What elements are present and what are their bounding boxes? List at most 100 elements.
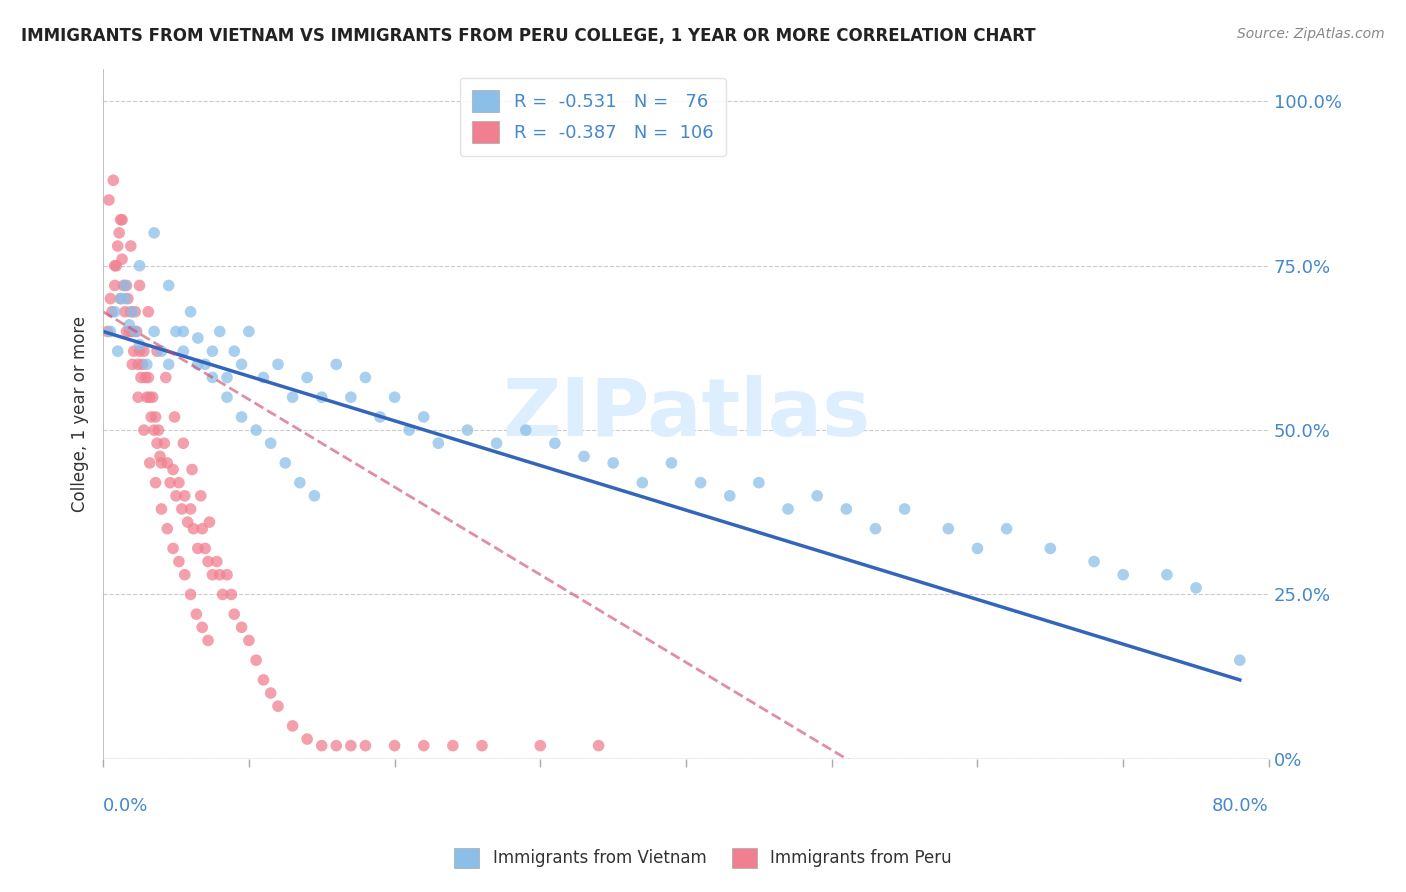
Point — [162, 462, 184, 476]
Point — [150, 456, 173, 470]
Point — [197, 633, 219, 648]
Point — [995, 522, 1018, 536]
Point — [128, 259, 150, 273]
Point — [311, 739, 333, 753]
Point — [118, 325, 141, 339]
Point — [631, 475, 654, 490]
Point — [295, 370, 318, 384]
Point — [115, 325, 138, 339]
Text: IMMIGRANTS FROM VIETNAM VS IMMIGRANTS FROM PERU COLLEGE, 1 YEAR OR MORE CORRELAT: IMMIGRANTS FROM VIETNAM VS IMMIGRANTS FR… — [21, 27, 1036, 45]
Point — [156, 522, 179, 536]
Point — [267, 357, 290, 371]
Point — [412, 739, 434, 753]
Point — [170, 502, 193, 516]
Point — [114, 292, 136, 306]
Point — [588, 739, 610, 753]
Point — [183, 522, 205, 536]
Text: 80.0%: 80.0% — [1212, 797, 1270, 814]
Point — [114, 278, 136, 293]
Point — [146, 344, 169, 359]
Point — [143, 325, 166, 339]
Point — [245, 653, 267, 667]
Point — [340, 390, 363, 404]
Point — [135, 357, 157, 371]
Point — [340, 739, 363, 753]
Point — [485, 436, 508, 450]
Point — [806, 489, 828, 503]
Point — [776, 502, 799, 516]
Point — [427, 436, 450, 450]
Point — [471, 739, 494, 753]
Point — [136, 370, 159, 384]
Point — [143, 226, 166, 240]
Point — [121, 357, 143, 371]
Point — [117, 292, 139, 306]
Point — [141, 409, 163, 424]
Point — [110, 292, 132, 306]
Text: ZIPatlas: ZIPatlas — [502, 375, 870, 452]
Point — [215, 370, 238, 384]
Point — [231, 357, 253, 371]
Point — [238, 325, 260, 339]
Point — [224, 607, 246, 622]
Point — [122, 344, 145, 359]
Point — [121, 325, 143, 339]
Point — [101, 305, 124, 319]
Point — [211, 587, 233, 601]
Point — [97, 193, 120, 207]
Point — [208, 325, 231, 339]
Point — [205, 555, 228, 569]
Point — [748, 475, 770, 490]
Point — [111, 212, 134, 227]
Text: 0.0%: 0.0% — [103, 797, 149, 814]
Point — [456, 423, 478, 437]
Point — [544, 436, 567, 450]
Point — [252, 673, 274, 687]
Point — [274, 456, 297, 470]
Point — [197, 555, 219, 569]
Point — [149, 450, 172, 464]
Point — [143, 423, 166, 437]
Point — [661, 456, 683, 470]
Point — [689, 475, 711, 490]
Point — [181, 462, 204, 476]
Point — [124, 305, 146, 319]
Text: Source: ZipAtlas.com: Source: ZipAtlas.com — [1237, 27, 1385, 41]
Point — [173, 567, 195, 582]
Point — [145, 409, 167, 424]
Point — [167, 555, 190, 569]
Point — [281, 390, 304, 404]
Point — [1185, 581, 1208, 595]
Point — [325, 739, 347, 753]
Point — [110, 212, 132, 227]
Point — [180, 305, 202, 319]
Point — [231, 409, 253, 424]
Point — [120, 239, 142, 253]
Point — [311, 390, 333, 404]
Point — [966, 541, 988, 556]
Point — [398, 423, 420, 437]
Point — [104, 305, 127, 319]
Point — [103, 173, 125, 187]
Point — [191, 620, 214, 634]
Point — [128, 278, 150, 293]
Point — [129, 370, 152, 384]
Legend: Immigrants from Vietnam, Immigrants from Peru: Immigrants from Vietnam, Immigrants from… — [449, 841, 957, 875]
Point — [1112, 567, 1135, 582]
Point — [186, 607, 208, 622]
Point — [112, 278, 135, 293]
Point — [127, 357, 149, 371]
Point — [215, 390, 238, 404]
Point — [865, 522, 887, 536]
Point — [252, 370, 274, 384]
Point — [515, 423, 537, 437]
Point — [108, 226, 131, 240]
Point — [1083, 555, 1105, 569]
Point — [384, 390, 406, 404]
Point — [893, 502, 915, 516]
Point — [1039, 541, 1062, 556]
Point — [120, 305, 142, 319]
Point — [354, 739, 377, 753]
Point — [288, 475, 311, 490]
Point — [136, 305, 159, 319]
